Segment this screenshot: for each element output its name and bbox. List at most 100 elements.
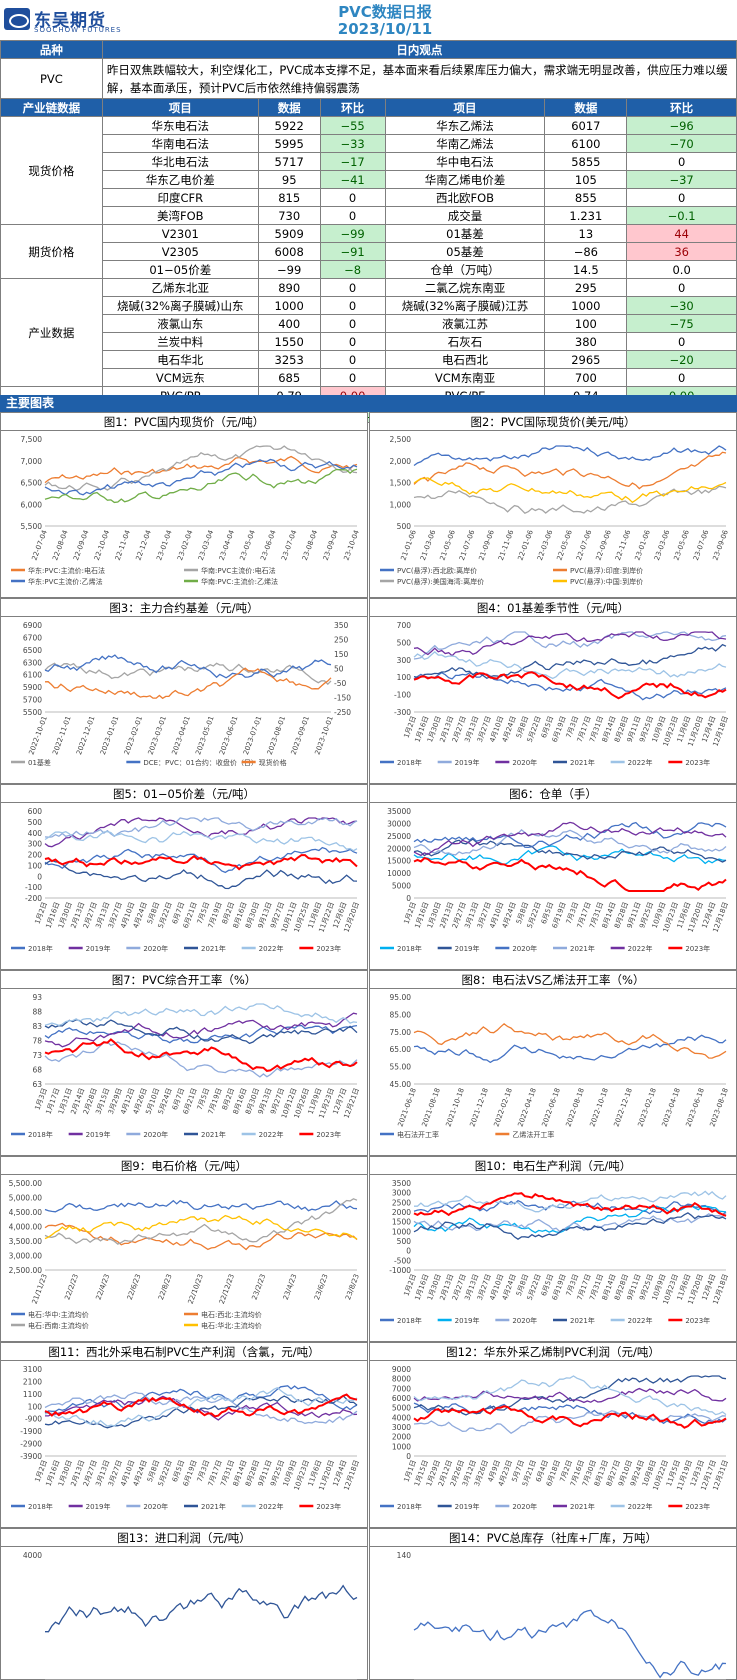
legend-label: 2023年 [685, 1502, 710, 1511]
y-tick-label: 100 [397, 673, 412, 682]
series-line [413, 1387, 727, 1404]
y-tick-label: 0 [406, 1247, 411, 1256]
y-tick-label: 2000 [392, 1208, 411, 1217]
y-tick-label: 7,000 [21, 457, 43, 466]
item-value: 6100 [544, 134, 628, 153]
item-value: 5995 [257, 134, 321, 153]
chart-panel: 图7：PVC综合开工率（%） 93 88 83 78 73 68 63 1月3日 1月17日 1月3… [0, 970, 368, 1156]
x-tick-label: 22-08-04 [51, 528, 70, 561]
series-line [44, 1393, 358, 1418]
data-table: 品种 日内观点 PVC 昨日双焦跌幅较大，利空煤化工，PVC成本支撑不足，基本面… [0, 40, 737, 423]
item-name: V2301 [101, 224, 259, 243]
y-tick-label: 6500 [23, 646, 42, 655]
x-tick-label: 23-10-04 [342, 528, 361, 561]
legend-label: PVC(悬浮):印度:到岸价 [570, 566, 643, 575]
chart-svg: 700500300100-100-3001月2日1月16日1月30日2月13日2… [380, 621, 730, 767]
legend-label: 2019年 [86, 1502, 111, 1511]
item-change: −99 [319, 224, 386, 243]
item-value: 5855 [544, 152, 628, 171]
item-change: −17 [319, 152, 386, 171]
x-tick-label: 23-09-04 [322, 528, 341, 561]
series-line [413, 838, 727, 863]
legend-label: 2023年 [316, 1130, 341, 1139]
item-change: 36 [626, 242, 737, 261]
x-tick-label: 2023-02-01 [123, 715, 144, 756]
table-row: 美湾FOB 730 0 成交量 1.231 −0.1 [1, 206, 737, 225]
item-value: 855 [544, 188, 628, 207]
item-value: 95 [257, 170, 321, 189]
chart-svg: 140120 [397, 1551, 727, 1680]
x-tick-label: 23-05-04 [238, 528, 257, 561]
series-line [44, 1012, 358, 1048]
y-tick-label: 1000 [392, 1442, 411, 1451]
y-tick-label: 5,000.00 [9, 1194, 43, 1203]
chart-svg: 3500300025002000150010005000-500-10001月2… [380, 1179, 730, 1325]
series-line [44, 455, 358, 484]
item-value: 380 [544, 332, 628, 351]
y-tick-label: 6700 [23, 633, 42, 642]
series-line [413, 1375, 727, 1416]
item-change: 0 [319, 350, 386, 369]
x-tick-label: 2022-10-18 [588, 1087, 609, 1128]
chart-title: 图11：西北外采电石制PVC生产利润（含氯，元/吨） [1, 1343, 367, 1361]
y-tick-label: -900 [25, 1415, 42, 1424]
item-change: 0 [626, 332, 737, 351]
x-tick-label: 2023-06-01 [218, 715, 239, 756]
y-tick-label: -200 [25, 894, 42, 903]
legend-label: 乙烯法开工率 [512, 1130, 554, 1139]
y-tick-label: -1900 [20, 1427, 42, 1436]
x-tick-label: 23-07-06 [692, 528, 711, 561]
legend-label: 华东:PVC主流价:乙烯法 [28, 577, 103, 586]
table-row: 印度CFR 815 0 西北欧FOB 855 0 [1, 188, 737, 207]
y-tick-label: 5900 [23, 683, 42, 692]
y-tick-label: 3000 [392, 1189, 411, 1198]
x-tick-label: 2022-10-01 [27, 715, 48, 756]
x-tick-label: 2023-04-01 [170, 715, 191, 756]
table-row: 现货价格 华东电石法 5922 −55 华东乙烯法 6017 −96 [0, 116, 737, 225]
x-tick-label: 21-11-06 [497, 528, 516, 561]
series-line [44, 654, 332, 679]
item-name: 华南电石法 [101, 134, 259, 153]
item-value: 1000 [257, 296, 321, 315]
x-tick-label: 22-12-04 [134, 528, 153, 561]
x-tick-label: 22-09-04 [72, 528, 91, 561]
series-line [413, 1212, 727, 1240]
chart-title: 图1：PVC国内现货价（元/吨） [1, 413, 367, 431]
legend-label: 2021年 [201, 1130, 226, 1139]
chart-panel: 图9：电石价格（元/吨） 5,500.00 5,000.00 4,500.00 4,00… [0, 1156, 368, 1342]
y-tick-label: 5,500 [21, 522, 43, 531]
x-tick-label: 22/6/23 [126, 1273, 143, 1301]
y-tick-label: 300 [28, 840, 43, 849]
report-header: 东吴期货 SOOCHOW FUTURES PVC数据日报 2023/10/11 [0, 0, 737, 40]
chart-svg: 5,500.00 5,000.00 4,500.00 4,000.00 3,500.00… [9, 1179, 361, 1330]
series-line [413, 631, 727, 660]
x-tick-label: 23-08-04 [301, 528, 320, 561]
y-tick-label: 1,000 [390, 500, 412, 509]
y-tick-label: 8000 [392, 1375, 411, 1384]
series-line [44, 854, 358, 871]
legend-label: 2020年 [512, 758, 537, 767]
x-tick-label: 21-03-06 [419, 528, 438, 561]
series-line [44, 1041, 358, 1078]
view-text: 昨日双焦跌幅较大，利空煤化工，PVC成本支撑不足，基本面来看后续累库压力偏大，需… [101, 58, 737, 99]
item-value: 685 [257, 368, 321, 387]
item-name: 电石华北 [101, 350, 259, 369]
x-tick-label: 23-01-06 [633, 528, 652, 561]
y-tick-label: 30000 [387, 819, 411, 828]
item-name: 05基差 [384, 242, 546, 261]
series-line [413, 1410, 727, 1434]
x-tick-label: 21-05-06 [438, 528, 457, 561]
item-change: 0 [626, 188, 737, 207]
y2-tick-label: 150 [334, 650, 349, 659]
x-tick-label: 2022-02-18 [492, 1087, 513, 1128]
series-line [413, 856, 727, 892]
x-tick-label: 2023-06-18 [684, 1087, 705, 1128]
y-tick-label: 500 [397, 1237, 412, 1246]
company-logo: 东吴期货 SOOCHOW FUTURES [4, 6, 134, 36]
table-row: 华北电石法 5717 −17 华中电石法 5855 0 [1, 152, 737, 171]
legend-label: 2020年 [512, 944, 537, 953]
item-value: 6008 [257, 242, 321, 261]
series-line [413, 821, 727, 857]
y-tick-label: 3,500.00 [9, 1237, 43, 1246]
report-date: 2023/10/11 [337, 20, 433, 38]
